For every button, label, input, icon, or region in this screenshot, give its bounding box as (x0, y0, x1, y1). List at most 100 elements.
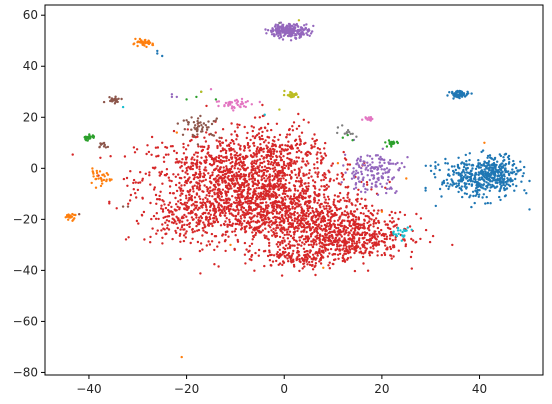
scatter-point-red (185, 206, 188, 209)
scatter-point-red (300, 184, 303, 187)
scatter-point-purple (299, 28, 302, 31)
scatter-point-blue (451, 184, 454, 187)
scatter-point-brown (196, 122, 200, 125)
scatter-point-red (152, 214, 156, 218)
scatter-point-red (284, 212, 287, 216)
scatter-point-red (297, 205, 300, 208)
scatter-point-red (263, 223, 266, 226)
scatter-point-red (259, 191, 263, 194)
scatter-point-red (300, 207, 304, 211)
scatter-point-red (132, 181, 135, 185)
scatter-point-red (314, 273, 317, 277)
scatter-point-red (298, 239, 301, 242)
scatter-point-red (368, 220, 371, 223)
scatter-point-blue (511, 172, 514, 175)
scatter-point-red (178, 234, 181, 237)
scatter-point-red (219, 144, 222, 147)
scatter-point-red (291, 244, 294, 247)
scatter-point-red (324, 141, 327, 145)
scatter-point-red (389, 254, 392, 257)
scatter-point-purple (282, 28, 285, 31)
scatter-point-red (235, 199, 238, 202)
scatter-point-red (313, 163, 316, 166)
scatter-point-red (297, 156, 300, 159)
scatter-point-red (314, 240, 317, 243)
scatter-point-red (375, 238, 378, 241)
scatter-point-red (316, 173, 319, 176)
scatter-point-red (269, 151, 273, 154)
scatter-point-brown (190, 116, 193, 119)
scatter-point-pink (232, 109, 235, 112)
scatter-point-red (355, 225, 358, 228)
scatter-point-orange (91, 170, 94, 173)
scatter-point-red (222, 169, 225, 172)
scatter-point-red (184, 179, 188, 183)
scatter-point-blue (503, 195, 507, 198)
scatter-point-red (217, 174, 220, 177)
scatter-point-red (234, 209, 237, 212)
scatter-point-blue (475, 193, 479, 196)
scatter-point-blue (490, 169, 493, 172)
scatter-point-red (228, 218, 231, 221)
scatter-point-red (174, 220, 177, 223)
scatter-point-blue (493, 157, 496, 161)
scatter-point-red (352, 231, 355, 234)
scatter-point-red (380, 253, 383, 257)
scatter-point-red (300, 218, 303, 221)
scatter-point-red (211, 224, 214, 228)
scatter-point-red (245, 180, 248, 184)
scatter-point-red (191, 185, 194, 188)
scatter-point-red (290, 147, 293, 150)
scatter-point-blue (459, 187, 463, 191)
scatter-point-red (143, 238, 146, 241)
scatter-point-blue (424, 189, 427, 192)
scatter-point-red (325, 243, 328, 247)
scatter-point-red (210, 156, 214, 160)
scatter-point-red (241, 155, 244, 159)
scatter-point-red (286, 156, 289, 160)
scatter-point-red (285, 189, 288, 193)
scatter-point-red (337, 257, 340, 260)
scatter-point-red (237, 143, 240, 146)
scatter-point-red (198, 179, 201, 182)
scatter-point-red (260, 154, 263, 158)
scatter-point-red (278, 194, 281, 197)
scatter-point-red (304, 192, 307, 195)
scatter-point-red (181, 220, 184, 223)
scatter-point-red (275, 220, 278, 224)
scatter-point-red (192, 177, 196, 181)
scatter-point-purple (278, 37, 281, 40)
scatter-point-blue (440, 195, 443, 198)
scatter-point-purple (385, 182, 388, 185)
scatter-point-red (162, 160, 166, 163)
scatter-point-blue (465, 92, 469, 96)
scatter-point-purple (297, 32, 301, 36)
scatter-point-red (323, 172, 326, 175)
scatter-point-blue (486, 156, 489, 159)
scatter-point-blue (485, 185, 488, 188)
scatter-point-red (275, 232, 278, 235)
scatter-point-purple (357, 177, 360, 180)
scatter-point-red (195, 187, 199, 190)
scatter-point-purple (265, 32, 268, 35)
scatter-point-red (265, 144, 268, 147)
scatter-point-red (246, 143, 250, 147)
scatter-point-purple (273, 25, 277, 28)
scatter-point-red (339, 224, 343, 228)
scatter-point-red (188, 190, 191, 193)
scatter-point-red (353, 248, 356, 251)
scatter-point-red (308, 227, 312, 230)
scatter-point-red (283, 240, 286, 243)
scatter-point-red (161, 199, 164, 202)
scatter-point-red (219, 214, 222, 217)
scatter-point-red (152, 188, 156, 191)
scatter-point-purple (343, 153, 347, 156)
scatter-point-blue (434, 167, 437, 170)
scatter-point-red (318, 249, 321, 253)
scatter-point-red (276, 185, 280, 188)
scatter-point-blue (482, 163, 485, 166)
scatter-point-pink (238, 105, 241, 108)
scatter-point-red (368, 234, 372, 237)
scatter-point-red (294, 189, 297, 192)
scatter-point-red (243, 163, 246, 167)
